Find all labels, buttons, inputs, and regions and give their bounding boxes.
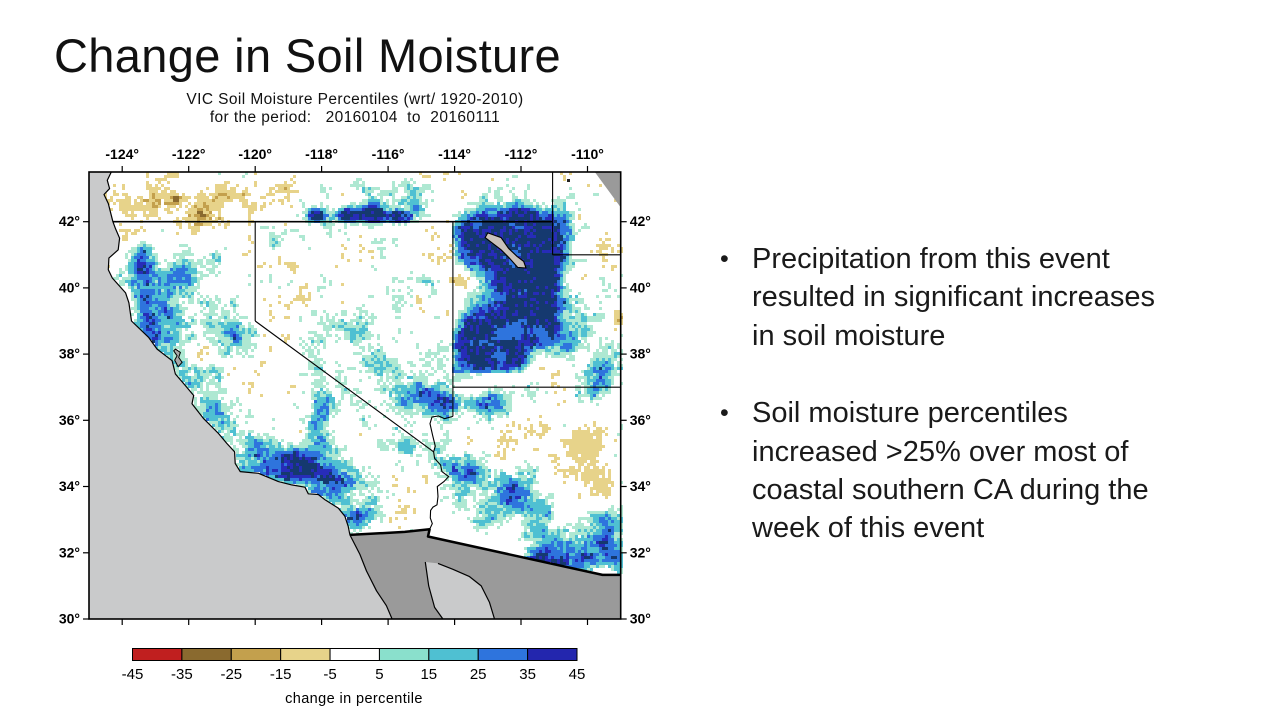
svg-text:-116°: -116° bbox=[372, 146, 405, 162]
svg-text:42°: 42° bbox=[59, 213, 80, 229]
svg-text:5: 5 bbox=[375, 666, 383, 683]
svg-text:change in percentile: change in percentile bbox=[285, 691, 423, 707]
svg-text:25: 25 bbox=[470, 666, 487, 683]
svg-text:34°: 34° bbox=[59, 478, 80, 494]
svg-text:-124°: -124° bbox=[105, 146, 139, 162]
svg-text:-35: -35 bbox=[171, 666, 193, 683]
svg-text:-110°: -110° bbox=[571, 146, 604, 162]
svg-text:32°: 32° bbox=[630, 544, 651, 560]
svg-text:45: 45 bbox=[569, 666, 586, 683]
svg-text:42°: 42° bbox=[630, 213, 651, 229]
svg-text:30°: 30° bbox=[59, 611, 80, 627]
svg-text:38°: 38° bbox=[59, 346, 80, 362]
svg-text:-112°: -112° bbox=[505, 146, 538, 162]
svg-text:38°: 38° bbox=[630, 346, 651, 362]
svg-text:-15: -15 bbox=[270, 666, 292, 683]
svg-text:30°: 30° bbox=[630, 611, 651, 627]
svg-text:-120°: -120° bbox=[238, 146, 272, 162]
svg-text:36°: 36° bbox=[630, 412, 651, 428]
svg-text:-122°: -122° bbox=[172, 146, 206, 162]
svg-text:-45: -45 bbox=[122, 666, 144, 683]
svg-text:-114°: -114° bbox=[438, 146, 471, 162]
svg-text:32°: 32° bbox=[59, 544, 80, 560]
svg-text:40°: 40° bbox=[630, 279, 651, 295]
svg-text:34°: 34° bbox=[630, 478, 651, 494]
svg-text:15: 15 bbox=[420, 666, 437, 683]
svg-text:36°: 36° bbox=[59, 412, 80, 428]
svg-text:35: 35 bbox=[519, 666, 536, 683]
svg-text:40°: 40° bbox=[59, 279, 80, 295]
svg-text:-25: -25 bbox=[220, 666, 242, 683]
svg-text:-5: -5 bbox=[323, 666, 336, 683]
svg-text:-118°: -118° bbox=[305, 146, 338, 162]
